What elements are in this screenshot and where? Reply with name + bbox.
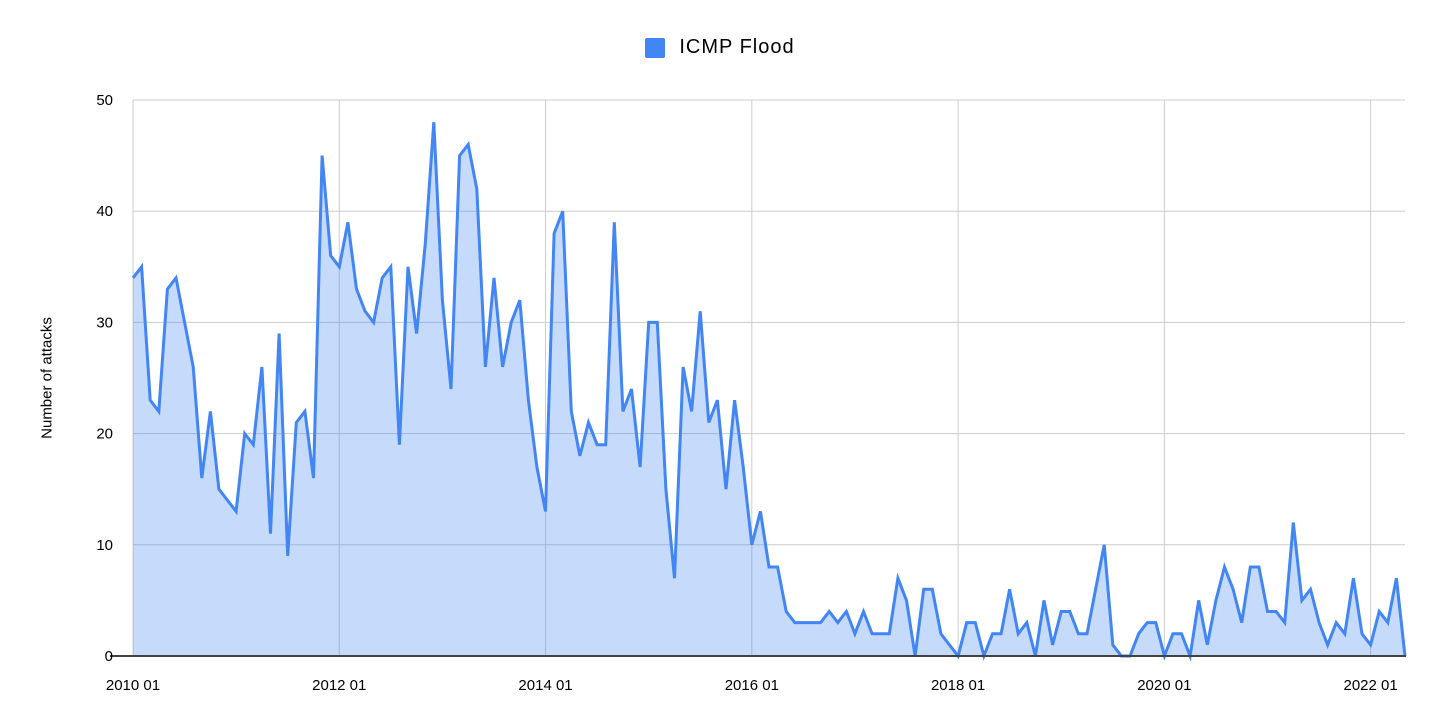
x-tick-label: 2018 01 [931, 677, 985, 694]
x-tick-label: 2020 01 [1137, 677, 1191, 694]
x-tick-label: 2014 01 [518, 677, 572, 694]
legend-label: ICMP Flood [679, 36, 795, 58]
legend-swatch-icon [645, 37, 666, 58]
y-tick-label: 20 [96, 426, 113, 443]
area-fill [133, 122, 1405, 656]
x-tick-label: 2016 01 [725, 677, 779, 694]
y-tick-label: 50 [96, 92, 113, 109]
x-tick-label: 2012 01 [312, 677, 366, 694]
series-line [131, 122, 1407, 662]
y-tick-label: 40 [96, 203, 113, 220]
y-tick-label: 30 [96, 314, 113, 331]
x-tick-label: 2022 01 [1344, 677, 1398, 694]
legend: ICMP Flood [0, 36, 1440, 59]
y-tick-label: 0 [105, 648, 113, 665]
y-tick-label: 10 [96, 537, 113, 554]
x-tick-label: 2010 01 [106, 677, 160, 694]
